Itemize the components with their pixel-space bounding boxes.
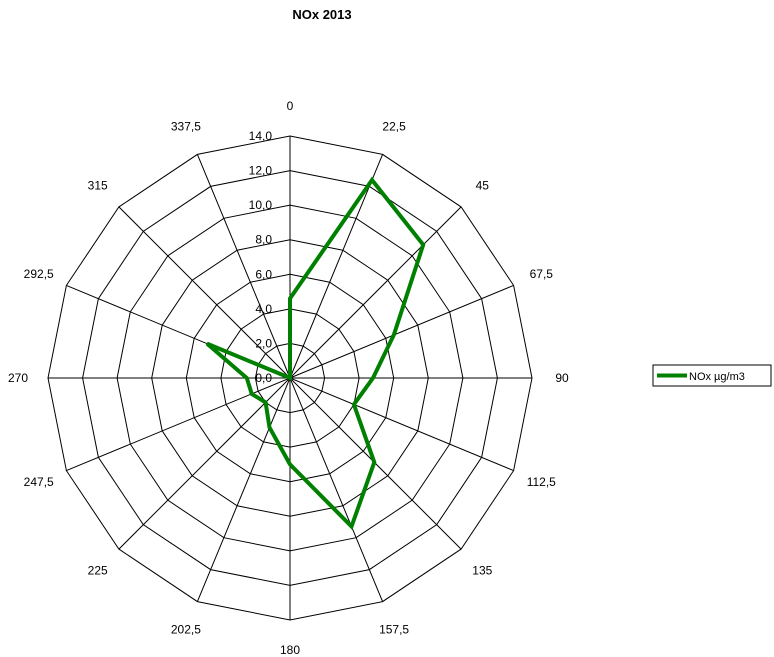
direction-label: 337,5 — [171, 120, 201, 134]
spoke-3 — [289, 284, 514, 379]
direction-label: 0 — [287, 99, 294, 113]
legend-label: NOx µg/m3 — [689, 371, 745, 383]
series-line-0 — [205, 176, 426, 531]
direction-labels: 0 22,5 45 67,5 90 112,5 135 157,5 180 202,5 225 247… — [8, 99, 569, 657]
chart-title: NOx 2013 — [292, 7, 351, 22]
direction-label: 247,5 — [24, 475, 54, 489]
spoke-15 — [196, 154, 291, 379]
tick-label: 4,0 — [255, 302, 272, 316]
direction-label: 225 — [88, 563, 108, 577]
direction-label: 22,5 — [382, 120, 406, 134]
direction-label: 67,5 — [530, 267, 554, 281]
direction-label: 292,5 — [24, 267, 54, 281]
direction-label: 90 — [555, 371, 569, 385]
spoke-14 — [118, 206, 291, 379]
direction-label: 135 — [472, 563, 492, 577]
spoke-5 — [289, 377, 514, 472]
direction-label: 315 — [88, 179, 108, 193]
tick-label: 8,0 — [255, 233, 272, 247]
legend: NOx µg/m3 — [652, 364, 772, 387]
tick-label: 10,0 — [249, 198, 273, 212]
radial-tick-labels: 0,0 2,0 4,0 6,0 8,0 10,0 12,0 14,0 — [249, 129, 273, 385]
direction-label: 202,5 — [171, 622, 201, 636]
direction-label: 157,5 — [379, 622, 409, 636]
spoke-11 — [66, 377, 291, 472]
spoke-1 — [289, 154, 384, 379]
direction-label: 45 — [476, 179, 490, 193]
tick-label: 14,0 — [249, 129, 273, 143]
tick-label: 0,0 — [255, 371, 272, 385]
spoke-10 — [118, 377, 291, 550]
tick-label: 6,0 — [255, 267, 272, 281]
spoke-2 — [289, 206, 462, 379]
spoke-7 — [289, 377, 384, 602]
series-layer — [205, 176, 426, 531]
direction-label: 180 — [280, 643, 300, 657]
tick-label: 2,0 — [255, 336, 272, 350]
spoke-9 — [196, 377, 291, 602]
direction-label: 270 — [8, 371, 28, 385]
direction-label: 112,5 — [527, 475, 556, 489]
tick-label: 12,0 — [249, 164, 273, 178]
legend-box — [652, 364, 772, 387]
